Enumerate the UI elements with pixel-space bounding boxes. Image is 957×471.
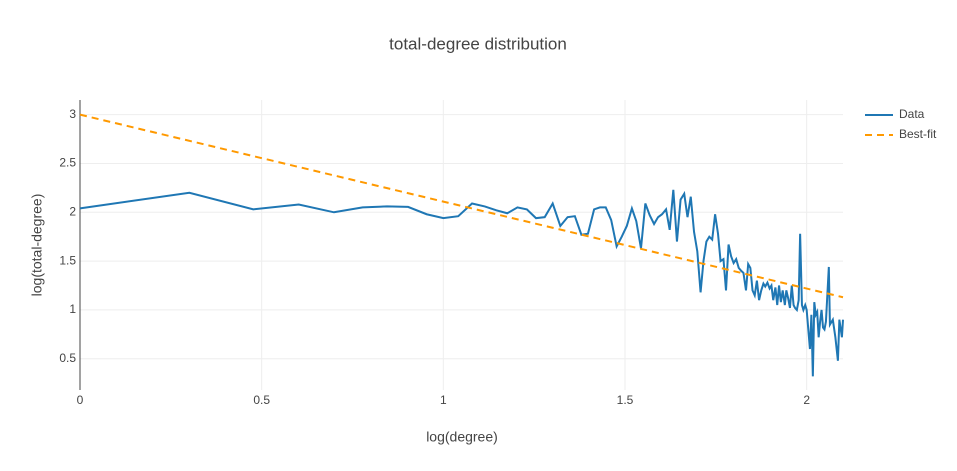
y-tick-label: 1: [69, 302, 76, 316]
x-tick-label: 1.5: [617, 393, 634, 407]
chart-title: total-degree distribution: [389, 34, 567, 53]
y-axis-title: log(total-degree): [29, 194, 45, 297]
y-tick-label: 1.5: [59, 253, 76, 267]
y-tick-label: 0.5: [59, 351, 76, 365]
x-axis-title: log(degree): [426, 429, 498, 445]
x-tick-label: 2: [803, 393, 810, 407]
x-tick-label: 1: [440, 393, 447, 407]
y-tick-label: 2: [69, 204, 76, 218]
data-line: [79, 189, 844, 377]
x-tick-label: 0.5: [253, 393, 270, 407]
legend-label: Best-fit: [899, 127, 937, 141]
y-tick-label: 2.5: [59, 156, 76, 170]
y-tick-label: 3: [69, 107, 76, 121]
x-tick-label: 0: [77, 393, 84, 407]
legend-label: Data: [899, 107, 925, 121]
fit-line: [79, 113, 844, 299]
